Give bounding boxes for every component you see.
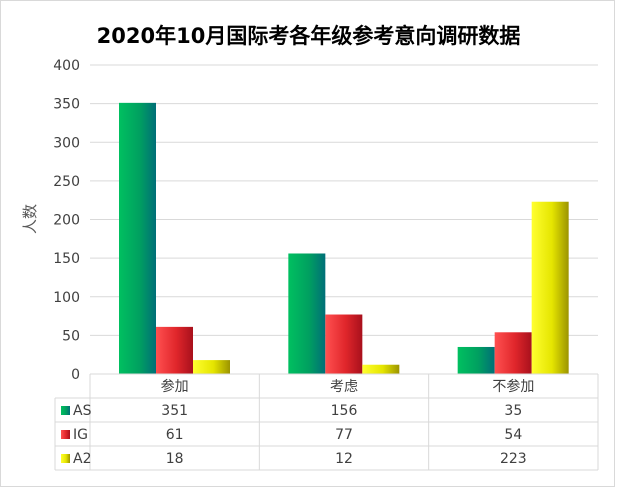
- bar-AS-3: [457, 346, 495, 374]
- table-value: 156: [331, 403, 358, 419]
- y-tick-label: 400: [53, 58, 80, 74]
- bar-A2-1: [193, 360, 230, 374]
- y-tick-label: 50: [62, 328, 80, 344]
- table-value: 12: [335, 451, 353, 467]
- y-tick-label: 200: [53, 213, 80, 229]
- bar-AS-1: [119, 102, 156, 374]
- legend-label: AS: [73, 403, 92, 419]
- legend-label: A2: [73, 451, 91, 467]
- bar-A2-3: [531, 201, 569, 374]
- y-tick-label: 350: [53, 97, 80, 113]
- y-tick-label: 250: [53, 174, 80, 190]
- category-label: 不参加: [492, 378, 534, 395]
- legend-key-A2: [61, 454, 70, 463]
- bar-AS-2: [288, 253, 326, 374]
- y-tick-label: 150: [53, 251, 80, 267]
- category-label: 考虑: [330, 379, 358, 395]
- legend-key-IG: [61, 430, 70, 439]
- legend-label: IG: [73, 427, 88, 443]
- y-tick-label: 0: [71, 367, 80, 383]
- table-value: 61: [166, 427, 184, 443]
- table-value: 18: [166, 451, 184, 467]
- category-label: 参加: [161, 378, 189, 395]
- y-tick-label: 300: [53, 135, 80, 151]
- legend-key-AS: [61, 406, 70, 415]
- table-value: 223: [500, 451, 527, 467]
- table-value: 35: [504, 403, 522, 419]
- bar-IG-1: [156, 326, 193, 374]
- bar-IG-2: [325, 314, 363, 374]
- chart-title: 2020年10月国际考各年级参考意向调研数据: [96, 24, 521, 48]
- table-value: 54: [504, 427, 522, 443]
- y-axis-label: 人数: [21, 204, 39, 234]
- bar-A2-2: [362, 364, 400, 374]
- y-tick-label: 100: [53, 290, 80, 306]
- bar-IG-3: [494, 332, 532, 374]
- table-value: 77: [335, 427, 353, 443]
- table-value: 351: [161, 403, 188, 419]
